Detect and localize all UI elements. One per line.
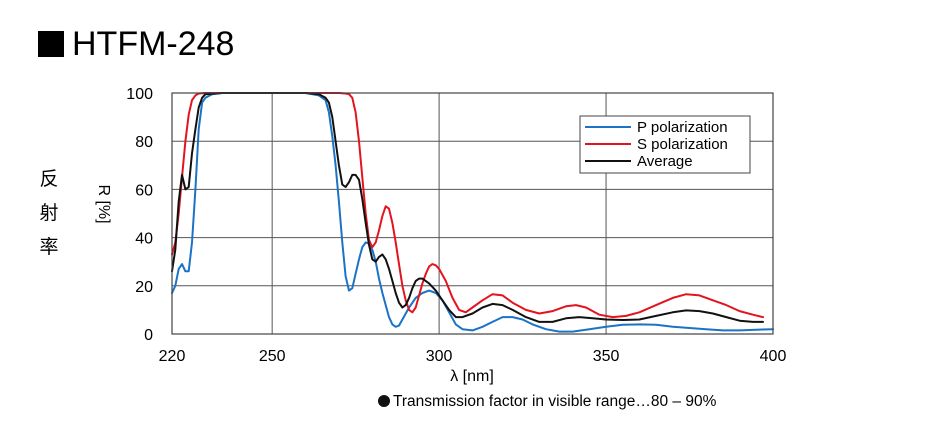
x-tick-label: 300 — [426, 348, 453, 365]
x-tick-label: 350 — [593, 348, 620, 365]
y-tick-label: 80 — [135, 134, 153, 151]
x-tick-label: 250 — [259, 348, 286, 365]
y-tick-label: 100 — [126, 86, 153, 103]
y-tick-label: 20 — [135, 279, 153, 296]
side-label-reflectance: 反 射 率 — [38, 162, 60, 264]
plot-frame — [171, 92, 774, 335]
footnote: Transmission factor in visible range…80 … — [378, 393, 716, 411]
legend-label-2: S polarization — [637, 136, 728, 153]
x-tick-label: 400 — [760, 348, 787, 365]
footnote-text: Transmission factor in visible range…80 … — [393, 393, 717, 410]
tick-labels: 220 250 300 350 400 0 20 40 60 80 100 — [126, 86, 786, 365]
y-axis-label: R [%] — [95, 184, 112, 223]
bullet-dot-icon — [378, 395, 390, 407]
square-bullet-icon — [38, 31, 64, 57]
legend-label-1: P polarization — [637, 119, 728, 136]
legend-label-3: Average — [637, 153, 693, 170]
x-tick-label: 220 — [159, 348, 186, 365]
y-tick-label: 0 — [144, 327, 153, 344]
chart-title: HTFM-248 — [38, 22, 234, 66]
y-tick-label: 40 — [135, 231, 153, 248]
y-tick-label: 60 — [135, 182, 153, 199]
side-label-char-3: 率 — [39, 236, 59, 258]
chart-title-text: HTFM-248 — [72, 25, 235, 63]
side-label-char-2: 射 — [39, 202, 59, 224]
x-axis-label: λ [nm] — [450, 368, 494, 385]
side-label-char-1: 反 — [39, 168, 59, 190]
